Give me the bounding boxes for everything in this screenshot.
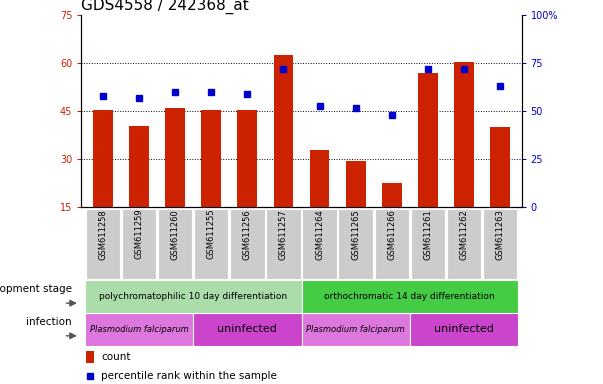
Text: count: count: [101, 352, 131, 362]
Bar: [93, 110, 113, 207]
Text: GSM611264: GSM611264: [315, 209, 324, 260]
Bar: [454, 62, 474, 207]
Bar: [85, 313, 193, 346]
Text: uninfected: uninfected: [218, 324, 277, 334]
Text: development stage: development stage: [0, 285, 72, 295]
Bar: [490, 127, 510, 207]
Bar: [267, 209, 301, 279]
Bar: [302, 313, 410, 346]
Bar: [165, 108, 185, 207]
Bar: [309, 150, 329, 207]
Bar: [374, 209, 409, 279]
Bar: [483, 209, 517, 279]
Text: GSM611265: GSM611265: [351, 209, 360, 260]
Text: GSM611263: GSM611263: [496, 209, 505, 260]
Bar: [158, 209, 192, 279]
Bar: [418, 73, 438, 207]
Text: orthochromatic 14 day differentiation: orthochromatic 14 day differentiation: [324, 292, 495, 301]
Text: Plasmodium falciparum: Plasmodium falciparum: [90, 325, 189, 334]
Bar: [230, 209, 265, 279]
Bar: [302, 209, 336, 279]
Text: infection: infection: [26, 317, 72, 327]
Text: GSM611255: GSM611255: [207, 209, 216, 260]
Text: percentile rank within the sample: percentile rank within the sample: [101, 371, 277, 381]
Text: Plasmodium falciparum: Plasmodium falciparum: [306, 325, 405, 334]
Text: GSM611266: GSM611266: [387, 209, 396, 260]
Bar: [201, 110, 221, 207]
Text: uninfected: uninfected: [434, 324, 494, 334]
Bar: [122, 209, 156, 279]
Bar: [447, 209, 481, 279]
Bar: [129, 126, 149, 207]
Text: GDS4558 / 242368_at: GDS4558 / 242368_at: [81, 0, 249, 14]
Bar: [346, 161, 365, 207]
Bar: [193, 313, 302, 346]
Bar: [238, 110, 257, 207]
Text: GSM611260: GSM611260: [171, 209, 180, 260]
Bar: [411, 209, 445, 279]
Text: GSM611258: GSM611258: [98, 209, 107, 260]
Text: GSM611261: GSM611261: [423, 209, 432, 260]
Text: GSM611257: GSM611257: [279, 209, 288, 260]
Text: GSM611256: GSM611256: [243, 209, 252, 260]
Bar: [86, 209, 120, 279]
Bar: [274, 55, 294, 207]
Bar: [302, 280, 518, 313]
Text: GSM611262: GSM611262: [459, 209, 469, 260]
Text: GSM611259: GSM611259: [134, 209, 144, 260]
Bar: [410, 313, 518, 346]
Bar: [86, 351, 93, 363]
Bar: [85, 280, 302, 313]
Text: polychromatophilic 10 day differentiation: polychromatophilic 10 day differentiatio…: [99, 292, 287, 301]
Bar: [194, 209, 229, 279]
Bar: [382, 184, 402, 207]
Bar: [338, 209, 373, 279]
